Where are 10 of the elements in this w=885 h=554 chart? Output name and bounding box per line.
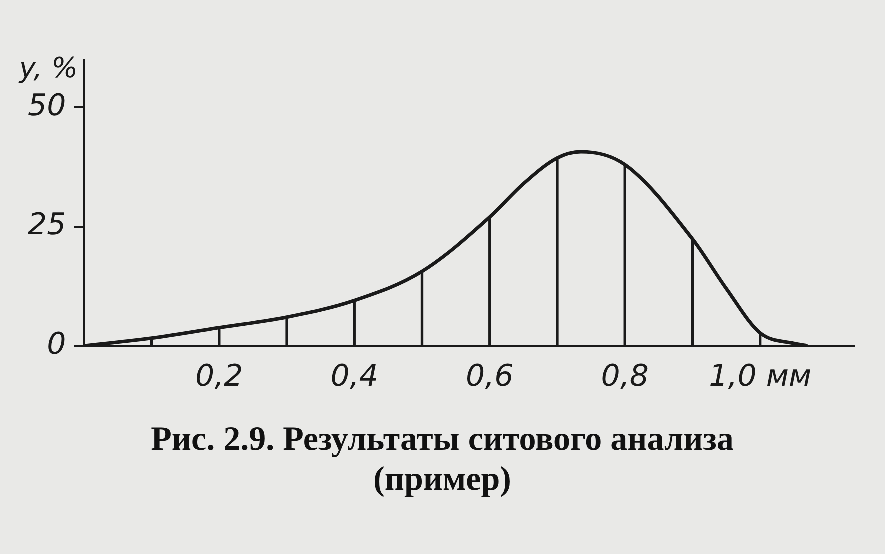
y-tick-label: 0	[47, 326, 66, 362]
x-tick-label: 0,4	[330, 358, 378, 394]
x-tick-label: 0,8	[601, 358, 649, 394]
x-tick-label: 0,6	[466, 358, 514, 394]
x-tick-label: 1,0 мм	[709, 358, 812, 394]
x-tick-label: 0,2	[196, 358, 244, 394]
y-axis-title: y, %	[18, 51, 78, 84]
text: Рис. 2.9. Результаты ситового анализа (пример)	[150, 420, 735, 500]
y-tick-label: 25	[28, 208, 66, 243]
y-tick-label: 50	[28, 88, 66, 124]
